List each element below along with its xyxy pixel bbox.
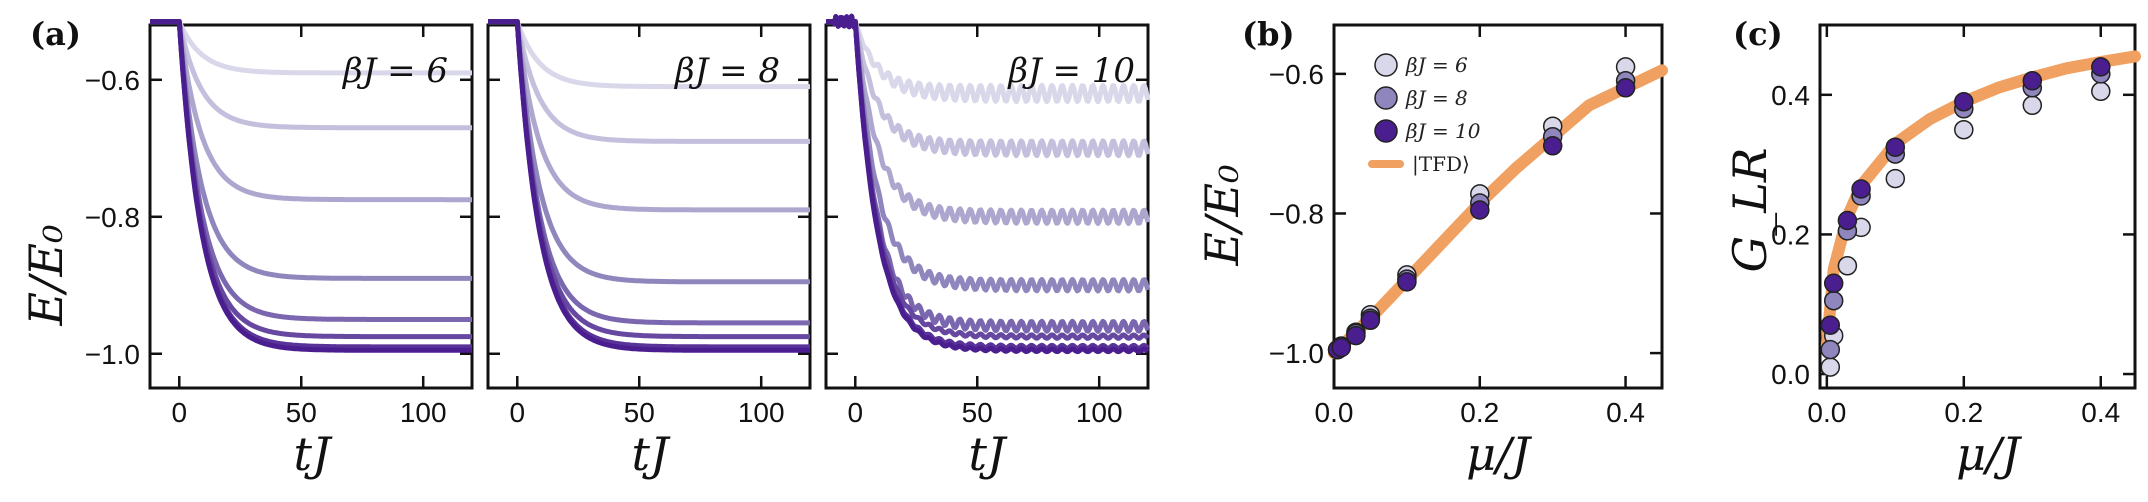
x-tick-label-a2-1: 50	[624, 397, 655, 428]
trace-a3-series-3	[824, 13, 1151, 294]
x-tick-label-b-1: 0.2	[1460, 397, 1499, 428]
plot-frame-c	[1818, 23, 2137, 390]
plot-frame-b	[1332, 23, 1664, 390]
trace-a1-series-2	[148, 19, 474, 203]
trace-a3-series-7	[824, 13, 1150, 355]
x-tick-label-a1-0: 0	[171, 397, 187, 428]
y-tick-label-b-2: −1.0	[1269, 338, 1324, 369]
tfd-curve-b	[1328, 64, 1668, 360]
trace-a2-series-0	[486, 19, 812, 90]
legend-marker-beta10	[1374, 119, 1398, 143]
plot-frame-a1	[148, 23, 474, 390]
y-tick-label-a1-1: −0.8	[85, 202, 140, 233]
panel-label-a: (a)	[30, 15, 81, 53]
x-tick-label-a1-1: 50	[286, 397, 317, 428]
point-b-series-2-4	[1397, 272, 1417, 292]
trace-a2-series-3	[486, 19, 812, 285]
panel-c-xlabel: μ/J	[1956, 427, 2022, 481]
point-c-series-0-0	[1820, 357, 1841, 377]
y-tick-label-a1-0: −0.6	[85, 65, 140, 96]
point-c-series-0-6	[2022, 95, 2043, 116]
plot-frame-a2	[486, 23, 812, 390]
panel-a-beta6: 0 50 100 −0.6 −0.8 −1.0	[85, 19, 474, 428]
x-tick-label-a2-0: 0	[509, 397, 525, 428]
x-tick-label-a3-2: 100	[1076, 397, 1123, 428]
panel-b-xlabel: μ/J	[1466, 427, 1532, 481]
trace-a1-series-7	[148, 19, 474, 353]
x-tick-label-c-0: 0.0	[1807, 397, 1846, 428]
panel-b-legend: βJ = 6 βJ = 8 βJ = 10 |TFD⟩	[1368, 53, 1481, 177]
x-tick-label-a2-2: 100	[738, 397, 785, 428]
plot-frame-a3	[824, 23, 1150, 390]
trace-a1-series-0	[148, 19, 474, 76]
point-c-series-2-1	[1823, 273, 1844, 294]
point-c-series-1-1	[1823, 290, 1844, 311]
legend-label-tfd: |TFD⟩	[1412, 152, 1470, 177]
y-tick-label-a1-2: −1.0	[85, 339, 140, 370]
point-b-series-2-2	[1346, 325, 1366, 346]
panel-label-b: (b)	[1242, 15, 1295, 53]
point-c-series-0-5	[1954, 119, 1974, 140]
point-c-series-2-0	[1820, 315, 1841, 335]
trace-a1-series-3	[148, 19, 474, 281]
point-c-series-0-4	[1885, 168, 1906, 189]
y-tick-label-b-0: −0.6	[1269, 59, 1324, 90]
panel-a3-annotation: βJ = 10	[1006, 51, 1135, 91]
x-tick-label-a1-2: 100	[400, 397, 447, 428]
panel-a1-annotation: βJ = 6	[341, 51, 448, 91]
point-b-series-2-1	[1331, 337, 1352, 358]
trace-a2-series-2	[486, 19, 812, 213]
legend-label-beta6: βJ = 6	[1405, 53, 1468, 77]
trace-a3-series-1	[824, 13, 1151, 159]
point-c-series-2-7	[2091, 57, 2111, 77]
x-tick-label-c-1: 0.2	[1944, 397, 1983, 428]
x-tick-label-a3-1: 50	[962, 397, 993, 428]
panel-a2-xlabel: tJ	[632, 427, 671, 481]
y-tick-label-c-0: 0.0	[1771, 359, 1810, 390]
panel-label-c: (c)	[1733, 15, 1783, 53]
point-c-series-1-0	[1820, 339, 1841, 360]
panel-b-energy: 0.0 0.2 0.4 −0.6 −0.8 −1.0	[1269, 23, 1668, 428]
panel-a1-xlabel: tJ	[294, 427, 333, 481]
y-tick-label-b-1: −0.8	[1269, 198, 1324, 229]
legend-marker-beta6	[1374, 53, 1398, 77]
panel-a-beta8: 0 50 100	[486, 19, 812, 428]
y-tick-label-c-2: 0.4	[1771, 80, 1810, 111]
point-c-series-2-4	[1885, 137, 1906, 157]
trace-a3-series-2	[824, 13, 1151, 226]
x-tick-label-b-0: 0.0	[1315, 397, 1354, 428]
trace-a2-series-1	[486, 19, 812, 144]
panel-a3-xlabel: tJ	[969, 427, 1008, 481]
point-c-series-2-3	[1851, 179, 1871, 199]
point-b-series-2-5	[1470, 200, 1490, 220]
tfd-curve-c	[1820, 50, 2141, 353]
legend-label-beta10: βJ = 10	[1405, 119, 1481, 143]
x-tick-label-c-2: 0.4	[2081, 397, 2120, 428]
x-tick-label-b-2: 0.4	[1606, 397, 1645, 428]
point-c-series-0-2	[1837, 256, 1858, 276]
point-c-series-2-5	[1954, 92, 1974, 112]
point-b-series-2-6	[1542, 136, 1563, 156]
trace-a3-series-0	[824, 13, 1151, 105]
legend-marker-beta8	[1374, 86, 1398, 110]
panel-a-ylabel: E/E₀	[19, 224, 73, 326]
point-c-series-0-7	[2091, 81, 2111, 102]
panel-c-mutual-information: 0.0 0.2 0.4 0.0 0.2 0.4	[1771, 23, 2141, 428]
panel-c-ylabel: G_LR	[1723, 148, 1777, 273]
point-c-series-2-6	[2022, 71, 2043, 91]
y-tick-label-c-1: 0.2	[1771, 219, 1810, 250]
trace-a2-series-7	[486, 19, 812, 353]
point-b-series-2-7	[1615, 78, 1636, 98]
point-c-series-2-2	[1837, 210, 1858, 231]
panel-a2-annotation: βJ = 8	[673, 51, 780, 91]
legend-label-beta8: βJ = 8	[1405, 86, 1468, 110]
panel-b-ylabel: E/E₀	[1195, 164, 1249, 266]
panel-a-beta10: 0 50 100	[824, 13, 1151, 428]
point-b-series-2-3	[1360, 310, 1381, 331]
x-tick-label-a3-0: 0	[847, 397, 863, 428]
trace-a1-series-1	[148, 19, 474, 131]
